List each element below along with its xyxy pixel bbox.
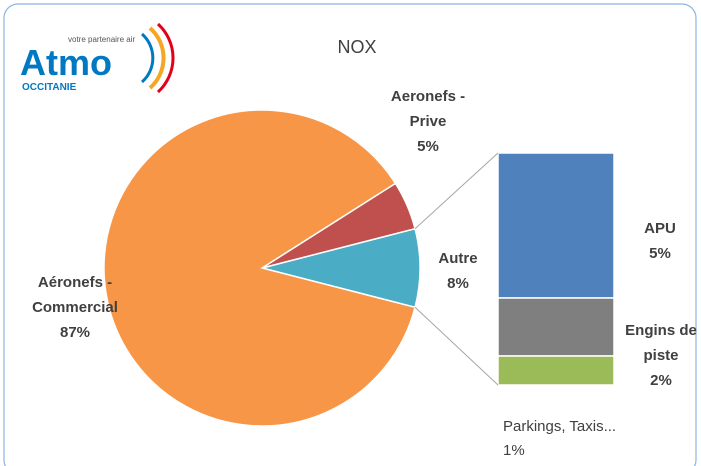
logo-arc [148, 26, 166, 90]
chart-title: NOX [337, 37, 376, 57]
breakdown-bar [497, 355, 615, 386]
connector [414, 306, 499, 386]
pie-label: Aeronefs - Prive [390, 88, 466, 130]
pie-slice [103, 109, 416, 427]
bar-value-label: 2% [650, 372, 672, 389]
logo-region: OCCITANIE [22, 82, 77, 93]
logo-brand: Atmo [20, 42, 112, 83]
pie-label: Aéronefs - Commercial [32, 274, 118, 316]
pie-value-label: 87% [59, 324, 91, 341]
logo-arc [140, 32, 155, 84]
bar-value-label: 5% [649, 245, 671, 262]
bar-label: Engins de piste [625, 322, 697, 364]
bar-label: Parkings, Taxis... [503, 418, 617, 435]
bar-label: APU [644, 220, 676, 237]
pie-value-label: 8% [447, 275, 469, 292]
bar-value-label: 1% [503, 442, 525, 459]
pie-label: Autre [438, 250, 478, 267]
logo-arc [156, 22, 175, 94]
breakdown-bar [497, 152, 615, 299]
pie-value-label: 5% [417, 138, 439, 155]
breakdown-bar [497, 297, 615, 357]
logo-tagline: votre partenaire air [68, 35, 135, 44]
connector [414, 152, 499, 230]
logo: Atmo votre partenaire air OCCITANIE [20, 22, 175, 94]
